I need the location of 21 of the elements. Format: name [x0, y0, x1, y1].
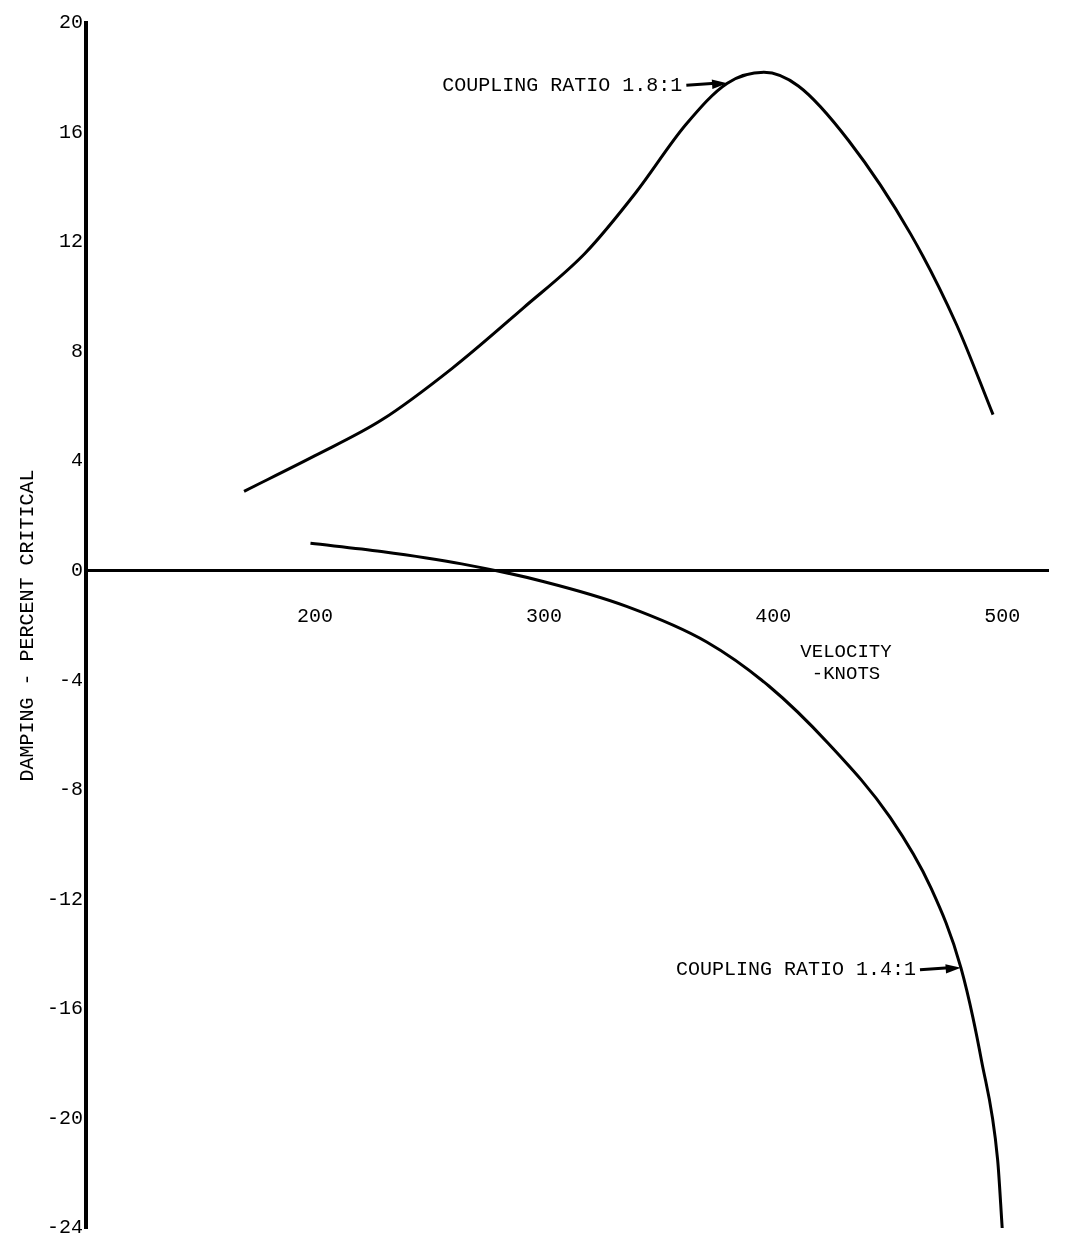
legend-label: COUPLING RATIO 1.8:1 — [442, 73, 683, 97]
x-axis-title: VELOCITY -KNOTS — [800, 641, 893, 686]
y-axis-title: DAMPING - PERCENT CRITICAL — [16, 469, 40, 782]
x-tick-label: 500 — [984, 605, 1021, 629]
y-tick-label: -20 — [46, 1106, 84, 1130]
y-tick-label: -8 — [58, 778, 84, 802]
y-tick-label: -4 — [58, 668, 84, 692]
y-tick-label: 4 — [70, 449, 84, 473]
y-tick-label: 0 — [70, 559, 84, 583]
y-tick-label: 16 — [58, 120, 84, 144]
y-tick-label: 8 — [70, 339, 84, 363]
y-tick-label: 12 — [58, 230, 84, 254]
line-series — [242, 70, 995, 493]
y-tick-label: -16 — [46, 997, 84, 1021]
y-tick-label: -24 — [46, 1216, 84, 1240]
legend-label: COUPLING RATIO 1.4:1 — [675, 958, 916, 982]
x-tick-label: 200 — [297, 605, 334, 629]
x-tick-label: 400 — [755, 605, 792, 629]
y-tick-label: 20 — [58, 11, 84, 35]
x-tick-label: 300 — [526, 605, 563, 629]
y-tick-label: -12 — [46, 887, 84, 911]
